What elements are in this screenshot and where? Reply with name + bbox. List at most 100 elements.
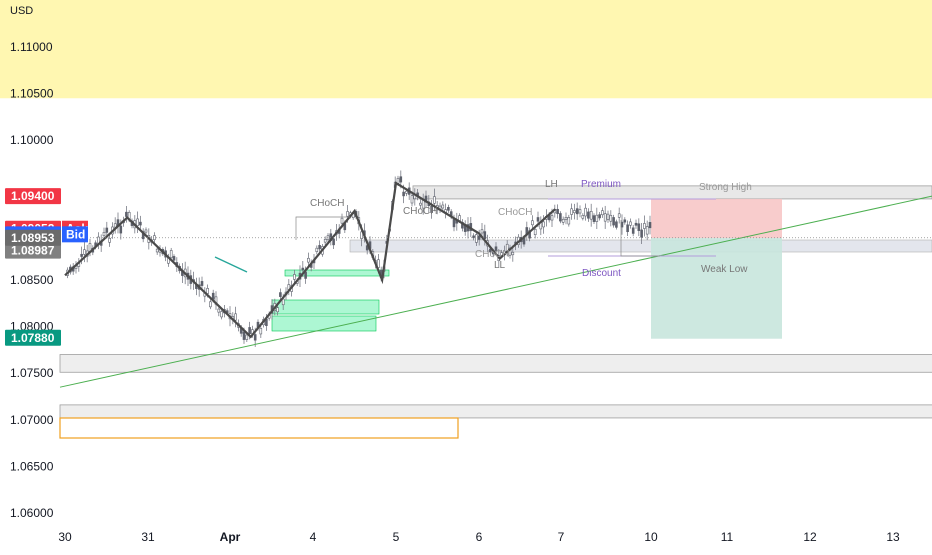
candle (570, 203, 573, 220)
candle-body (245, 334, 249, 340)
candle (214, 291, 218, 310)
price-band (349, 239, 932, 253)
candle-body (217, 308, 221, 313)
annotation-3: CHoCH (498, 207, 532, 218)
y-tick-label: 1.06000 (10, 506, 54, 520)
candle-body (581, 215, 585, 219)
candle-body (559, 213, 562, 222)
candle-body (575, 208, 579, 215)
candle (234, 306, 237, 328)
candle-body (119, 225, 123, 234)
x-tick-label: 30 (58, 530, 72, 544)
take-profit-zone (651, 238, 782, 339)
candle (601, 207, 604, 218)
candle (615, 219, 618, 230)
candle (410, 192, 414, 207)
annotation-1: CHoCH (310, 198, 344, 209)
candle-body (603, 213, 607, 222)
y-tick-label: 1.10500 (10, 87, 54, 101)
x-tick-label: 31 (141, 530, 155, 544)
candle (573, 203, 576, 220)
candle-body (598, 214, 601, 219)
y-tick-label: 1.10000 (10, 133, 54, 147)
candle-body (617, 213, 621, 218)
candle (116, 212, 120, 234)
candle (279, 288, 282, 301)
x-tick-label: 7 (558, 530, 565, 544)
candle (592, 213, 596, 225)
candle (259, 324, 263, 338)
candle-body (242, 331, 246, 340)
annotation-7: Premium (581, 179, 621, 190)
candle (141, 228, 145, 243)
candle (643, 215, 646, 237)
candle-body (595, 214, 599, 222)
candle (200, 276, 204, 291)
high-price-badge-bg (5, 188, 61, 205)
candle (559, 211, 562, 224)
candle-body (80, 253, 83, 257)
x-tick-label: Apr (220, 530, 241, 544)
candle (539, 216, 543, 236)
candle (584, 203, 587, 221)
zone-support-1 (59, 354, 932, 373)
candle-body (402, 191, 405, 197)
candle (564, 212, 568, 225)
current-price-badge: 1.08953 (5, 229, 61, 246)
candle-body (589, 211, 593, 220)
low-price-badge-bg (5, 329, 61, 346)
candle-body (648, 222, 652, 229)
candle-body (640, 229, 643, 238)
y-tick-label: 1.08500 (10, 273, 54, 287)
candle (144, 227, 148, 235)
x-tick-label: 5 (393, 530, 400, 544)
candle-body (304, 271, 307, 279)
candle-body (125, 211, 128, 217)
x-tick-label: 4 (310, 530, 317, 544)
candle-body (332, 238, 335, 246)
candle-body (441, 204, 445, 209)
candle-body (108, 238, 111, 243)
candle (595, 207, 599, 230)
order-block-3 (271, 315, 377, 332)
candle (169, 247, 173, 261)
candle-body (399, 176, 403, 183)
candle-body (113, 223, 117, 228)
annotation-8: Discount (582, 268, 621, 279)
candle-body (318, 245, 321, 250)
candle-body (567, 217, 571, 225)
currency-label: USD (10, 5, 34, 17)
candle (612, 214, 615, 228)
candle (528, 227, 531, 242)
candle-body (612, 217, 615, 226)
orange-zone-box (59, 417, 459, 439)
candle-body (536, 217, 540, 222)
candle-body (259, 327, 263, 335)
candle-body (623, 219, 627, 223)
candle-body (377, 259, 380, 268)
x-tick-label: 12 (803, 530, 817, 544)
candle (276, 304, 279, 316)
candle-body (609, 214, 613, 222)
candle (629, 218, 632, 229)
candle-body (629, 221, 632, 226)
candle (648, 215, 652, 235)
high-price-badge-text: 1.09400 (11, 189, 55, 203)
annotation-10: Weak Low (701, 264, 748, 275)
candle-body (144, 229, 148, 233)
candle-body (533, 228, 537, 235)
low-price-badge-text: 1.07880 (11, 331, 55, 345)
candle (447, 204, 450, 213)
candle-body (615, 221, 618, 228)
candle (181, 263, 184, 284)
candle (589, 203, 593, 227)
candle-body (419, 202, 422, 206)
candle (598, 212, 601, 221)
low-price-badge: 1.07880 (5, 329, 61, 346)
candle-body (573, 210, 576, 214)
bid-tag: Bid (62, 226, 88, 243)
candle-body (102, 232, 106, 237)
order-block-2 (271, 299, 380, 315)
